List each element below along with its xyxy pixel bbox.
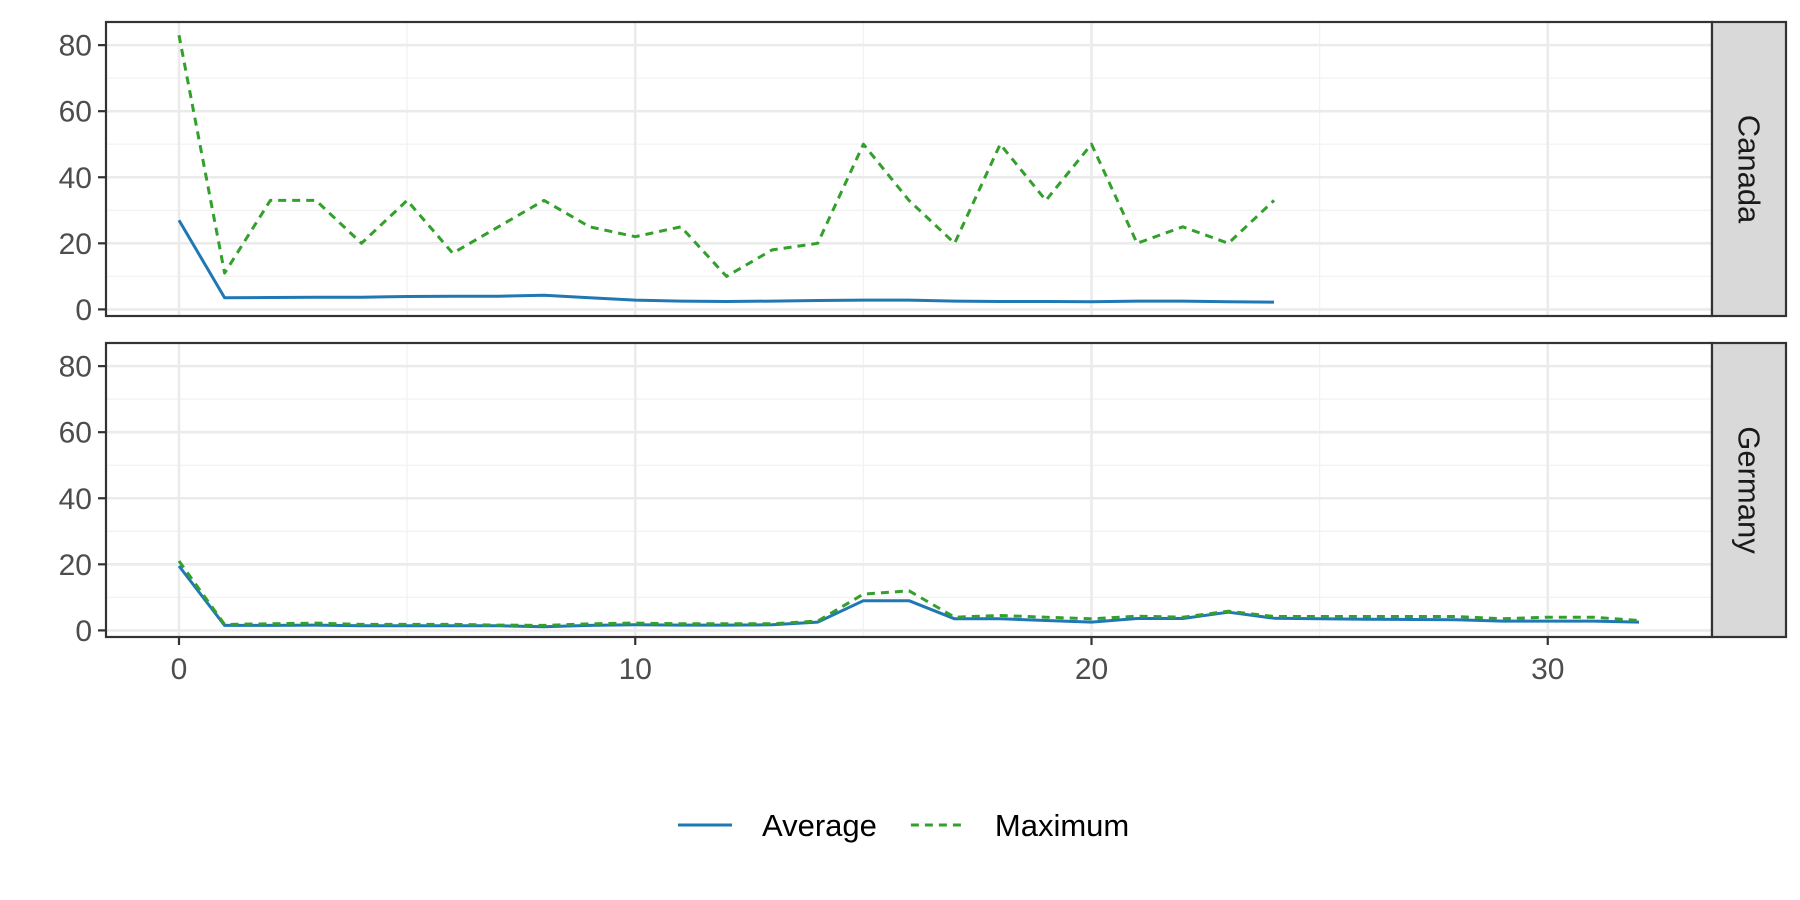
panel-background xyxy=(106,343,1712,637)
facet-strip xyxy=(1710,341,1788,639)
y-tick-label: 20 xyxy=(59,228,92,261)
panel-background xyxy=(106,22,1712,316)
y-tick-label: 0 xyxy=(75,294,92,327)
y-tick-label: 80 xyxy=(59,30,92,63)
legend: Average Maximum xyxy=(678,808,1129,843)
y-tick-label: 20 xyxy=(59,549,92,582)
y-tick-label: 80 xyxy=(59,351,92,384)
series-line-maximum-germany xyxy=(177,560,1640,627)
y-tick-label: 0 xyxy=(75,615,92,648)
x-tick-label: 20 xyxy=(1075,653,1108,686)
facet-panel-canada: 0 20 40 60 80 Canada xyxy=(59,20,1788,327)
series-line-maximum-canada xyxy=(177,34,1276,278)
facet-label: Canada xyxy=(1732,115,1767,224)
legend-label: Maximum xyxy=(995,808,1129,843)
x-axis: 0 10 20 30 xyxy=(171,637,1564,686)
facet-strip xyxy=(1710,20,1788,318)
facet-panels: 0 20 40 60 80 Canada 0 20 40 60 80 Germany xyxy=(59,20,1788,648)
legend-label: Average xyxy=(762,808,877,843)
series-line-average-germany xyxy=(177,565,1640,629)
legend-item-average: Average xyxy=(678,808,877,843)
facet-panel-germany: 0 20 40 60 80 Germany xyxy=(59,341,1788,648)
series-line-average-canada xyxy=(177,219,1275,304)
x-tick-label: 0 xyxy=(171,653,188,686)
facet-label: Germany xyxy=(1732,426,1767,554)
y-tick-label: 60 xyxy=(59,96,92,129)
x-tick-label: 10 xyxy=(619,653,652,686)
legend-item-maximum: Maximum xyxy=(910,808,1129,843)
x-tick-label: 30 xyxy=(1531,653,1564,686)
y-tick-label: 60 xyxy=(59,417,92,450)
y-tick-label: 40 xyxy=(59,483,92,516)
y-tick-label: 40 xyxy=(59,162,92,195)
